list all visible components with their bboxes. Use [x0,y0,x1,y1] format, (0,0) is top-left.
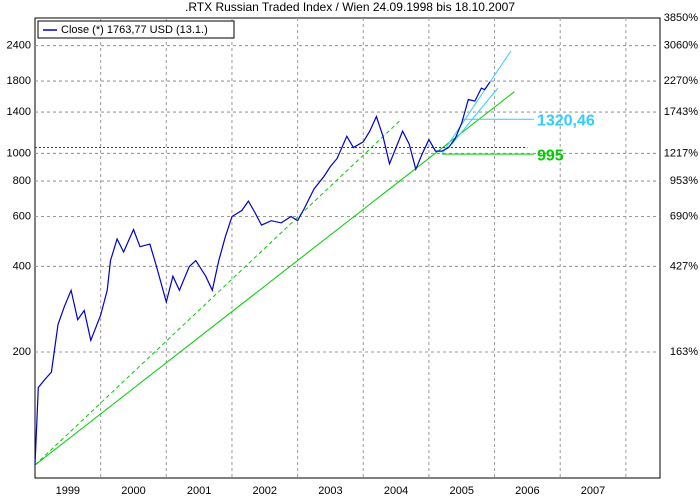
y2-tick-label: 3060% [664,39,698,51]
y2-tick-label: 2270% [664,75,698,87]
y-tick-label: 200 [13,346,31,358]
trend-line [34,91,515,466]
x-tick-label: 2002 [253,485,277,497]
x-tick-label: 2006 [515,485,539,497]
y-tick-label: 1400 [7,106,31,118]
y2-tick-label: 690% [670,210,698,222]
y-tick-label: 600 [13,210,31,222]
price-line [34,81,491,466]
x-tick-label: 2005 [449,485,473,497]
y-tick-label: 400 [13,260,31,272]
plot-area [34,17,661,479]
trend-line [451,87,499,145]
y2-tick-label: 3850% [664,12,698,24]
legend-box [37,20,235,39]
x-tick-label: 2003 [318,485,342,497]
y2-tick-label: 1217% [664,147,698,159]
y2-tick-label: 953% [670,175,698,187]
y2-tick-label: 427% [670,260,698,272]
y-tick-label: 800 [13,175,31,187]
y2-tick-label: 1743% [664,106,698,118]
x-tick-label: 2007 [581,485,605,497]
level-label: 1320,46 [537,112,595,129]
x-tick-label: 2001 [187,485,211,497]
chart-title: .RTX Russian Traded Index / Wien 24.09.1… [185,0,515,14]
y-tick-label: 1800 [7,75,31,87]
legend-label: Close (*) 1763,77 USD (13.1.) [61,24,208,36]
x-tick-label: 2004 [384,485,408,497]
trend-line [441,50,512,154]
y-tick-label: 1000 [7,147,31,159]
x-tick-label: 1999 [56,485,80,497]
x-tick-label: 2000 [121,485,145,497]
y2-tick-label: 163% [670,346,698,358]
level-label: 995 [537,147,564,164]
y-tick-label: 2400 [7,40,31,52]
